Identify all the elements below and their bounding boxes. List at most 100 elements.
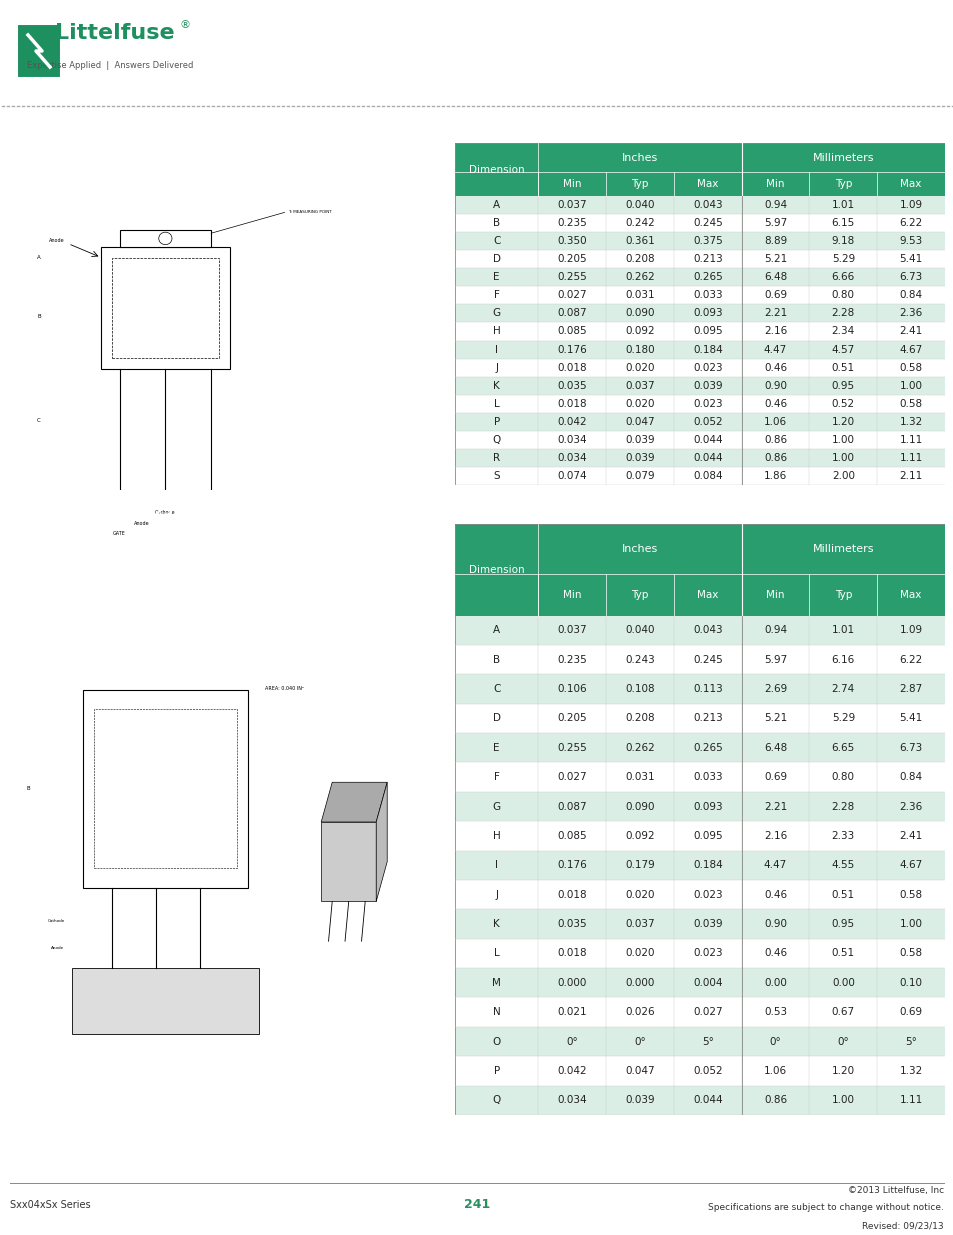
Text: 0.000: 0.000: [624, 978, 654, 988]
Bar: [455, 448, 944, 467]
Text: 1.20: 1.20: [831, 416, 854, 427]
Bar: [455, 615, 944, 645]
Text: 0.184: 0.184: [692, 861, 721, 871]
Text: G: G: [492, 802, 500, 811]
Text: 0.58: 0.58: [899, 363, 922, 373]
Text: 2.21: 2.21: [763, 802, 786, 811]
Text: 0.020: 0.020: [624, 363, 654, 373]
Text: 0.265: 0.265: [692, 272, 721, 283]
Text: 0.039: 0.039: [624, 435, 654, 445]
Bar: [455, 1056, 944, 1086]
Text: 5.29: 5.29: [831, 254, 854, 264]
Text: J: J: [495, 363, 497, 373]
Text: 1.00: 1.00: [831, 435, 854, 445]
Text: 1.00: 1.00: [831, 453, 854, 463]
Text: 9.18: 9.18: [831, 236, 854, 246]
Text: 6.73: 6.73: [899, 742, 922, 753]
Text: 5°: 5°: [904, 1036, 916, 1046]
Bar: [455, 431, 944, 448]
Text: Cathode: Cathode: [155, 510, 175, 515]
Bar: [455, 196, 944, 214]
Text: J: J: [495, 889, 497, 899]
Bar: [455, 358, 944, 377]
Text: 0.023: 0.023: [692, 399, 721, 409]
Text: 0.037: 0.037: [557, 625, 586, 635]
Bar: [455, 674, 944, 704]
Text: Typ: Typ: [834, 179, 851, 189]
Text: 1.06: 1.06: [763, 416, 786, 427]
Text: 0.087: 0.087: [557, 802, 586, 811]
Text: M: M: [492, 978, 500, 988]
Text: 1.09: 1.09: [899, 625, 922, 635]
Bar: [455, 968, 944, 998]
Text: 0.58: 0.58: [899, 399, 922, 409]
Text: 6.22: 6.22: [899, 219, 922, 228]
Text: C: C: [37, 419, 41, 424]
Text: 0.262: 0.262: [624, 272, 654, 283]
Text: ®: ®: [179, 20, 191, 30]
Text: 6.48: 6.48: [763, 272, 786, 283]
Text: 0°: 0°: [837, 1036, 848, 1046]
Text: 0.039: 0.039: [692, 919, 721, 929]
Text: 0.208: 0.208: [624, 714, 654, 724]
Text: 0.035: 0.035: [557, 380, 586, 390]
Text: 4.57: 4.57: [831, 345, 854, 354]
Text: 5.29: 5.29: [831, 714, 854, 724]
Text: 0.026: 0.026: [624, 1008, 654, 1018]
Text: 5°: 5°: [701, 1036, 713, 1046]
Text: 0.033: 0.033: [692, 772, 721, 782]
Text: Typ: Typ: [834, 590, 851, 600]
Bar: [455, 172, 944, 196]
Text: 0.052: 0.052: [692, 416, 721, 427]
Text: 0.208: 0.208: [624, 254, 654, 264]
Text: 0.205: 0.205: [557, 714, 586, 724]
Text: 6.73: 6.73: [899, 272, 922, 283]
Text: Dimensions — TO-251AA (V/I-Package) — V/I-PAK Through Hole: Dimensions — TO-251AA (V/I-Package) — V/…: [19, 124, 491, 137]
Text: 0.245: 0.245: [692, 219, 721, 228]
Text: 0.255: 0.255: [557, 272, 586, 283]
Text: 0.176: 0.176: [557, 345, 586, 354]
Text: 0.205: 0.205: [557, 254, 586, 264]
Text: 0.46: 0.46: [763, 399, 786, 409]
Text: 1.86: 1.86: [763, 471, 786, 480]
Text: 0.020: 0.020: [624, 889, 654, 899]
Text: 2.36: 2.36: [899, 802, 922, 811]
Text: 0.80: 0.80: [831, 772, 854, 782]
Text: 0.027: 0.027: [692, 1008, 721, 1018]
Text: 0.242: 0.242: [624, 219, 654, 228]
Text: 0.90: 0.90: [763, 380, 786, 390]
Text: 0.51: 0.51: [831, 948, 854, 958]
Polygon shape: [375, 782, 387, 902]
Text: 1.11: 1.11: [899, 435, 922, 445]
Text: 0.092: 0.092: [624, 831, 654, 841]
Text: 0.092: 0.092: [624, 326, 654, 336]
Text: K: K: [493, 919, 499, 929]
Polygon shape: [321, 782, 387, 823]
Text: Anode: Anode: [49, 237, 65, 242]
Text: Min: Min: [562, 179, 580, 189]
Text: Sxx04xSx Series: Sxx04xSx Series: [10, 1200, 91, 1210]
Bar: [455, 645, 944, 674]
Text: 0.86: 0.86: [763, 453, 786, 463]
Text: Millimeters: Millimeters: [812, 545, 873, 555]
Text: 0.044: 0.044: [692, 435, 721, 445]
Text: 0.213: 0.213: [692, 714, 721, 724]
Text: A: A: [493, 200, 499, 210]
Text: 9.53: 9.53: [899, 236, 922, 246]
Text: 0.00: 0.00: [831, 978, 854, 988]
Text: 0.108: 0.108: [624, 684, 654, 694]
Text: 0.106: 0.106: [557, 684, 586, 694]
Text: 0.027: 0.027: [557, 772, 586, 782]
Text: Tc MEASURING POINT: Tc MEASURING POINT: [288, 210, 332, 215]
Text: 0.033: 0.033: [692, 290, 721, 300]
Text: 0.243: 0.243: [624, 655, 654, 664]
Text: E: E: [493, 742, 499, 753]
Text: Dimension: Dimension: [468, 164, 524, 174]
Text: 2.28: 2.28: [831, 309, 854, 319]
Text: 0.84: 0.84: [899, 290, 922, 300]
Text: 0.023: 0.023: [692, 363, 721, 373]
Text: I: I: [495, 345, 497, 354]
Bar: [455, 341, 944, 358]
Text: Cathode: Cathode: [48, 919, 65, 924]
Bar: [455, 704, 944, 734]
